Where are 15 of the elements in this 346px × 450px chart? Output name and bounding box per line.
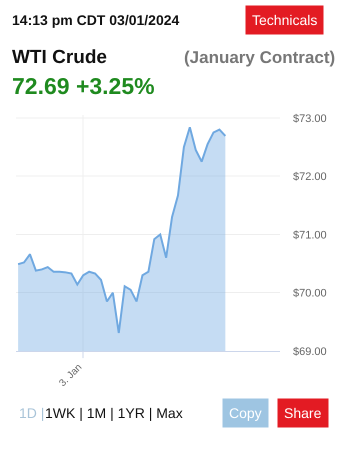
text: 72.69 +3.25% [12, 73, 155, 99]
y-tick-label: $72.00 [293, 171, 327, 184]
text: 1WK | 1M | 1YR | Max [45, 405, 183, 421]
y-tick-label: $69.00 [293, 346, 327, 358]
y-tick-label: $73.00 [293, 112, 327, 125]
text: Share [284, 405, 322, 421]
text: 3. Jan [57, 362, 84, 390]
text: Technicals [252, 12, 318, 28]
text: Copy [229, 405, 262, 421]
text: (January Contract) [184, 48, 336, 67]
y-tick-label: $70.00 [293, 288, 327, 300]
text: WTI Crude [12, 47, 107, 68]
text: 14:13 pm CDT 03/01/2024 [12, 12, 180, 28]
text: 1D | [19, 405, 44, 421]
y-tick-label: $71.00 [293, 229, 327, 242]
